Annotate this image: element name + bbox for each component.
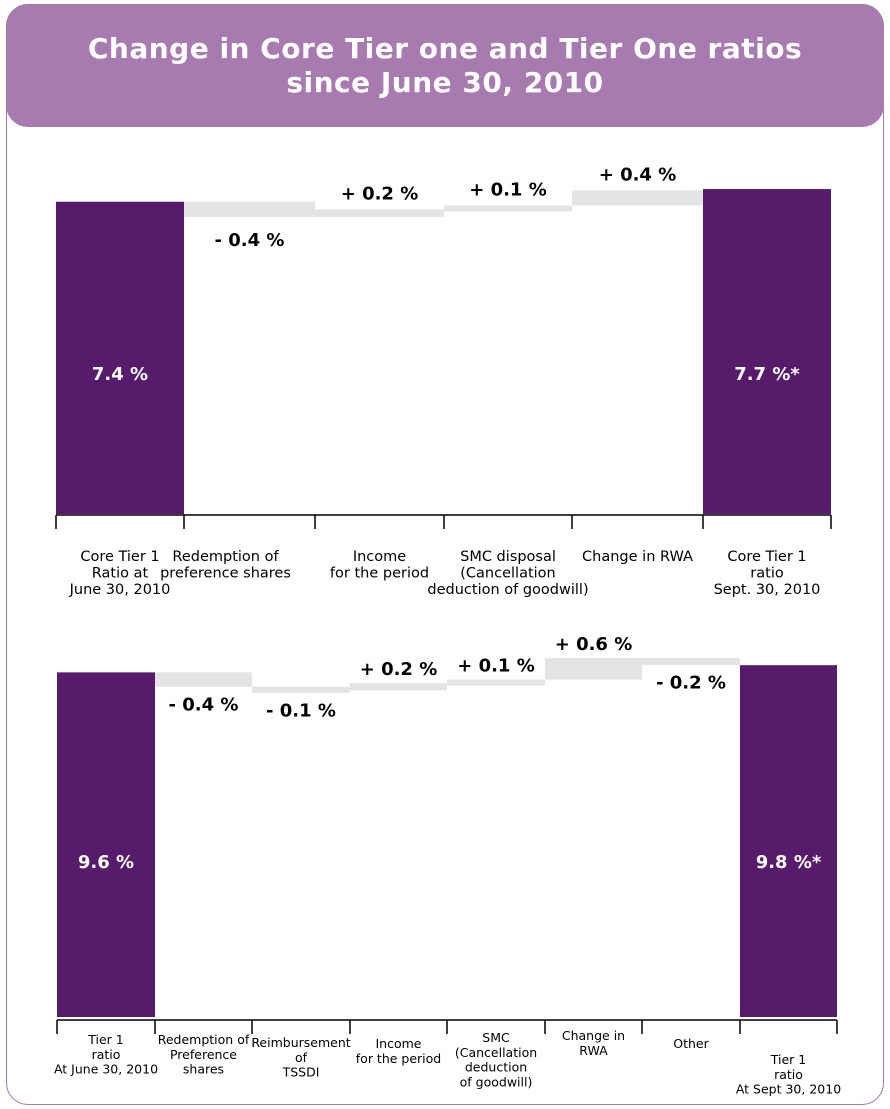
category-label-0-2: Income for the period: [330, 549, 429, 582]
delta-bar-0-1: [184, 201, 315, 217]
total-bar-label-0-5: 7.7 %*: [734, 364, 800, 385]
total-bar-1-0: [57, 672, 155, 1017]
delta-bar-1-1: [155, 672, 252, 687]
delta-value-label-1-6: - 0.2 %: [656, 673, 726, 694]
chart-title: Change in Core Tier one and Tier One rat…: [87, 31, 803, 99]
category-label-1-7: Tier 1 ratio At Sept 30, 2010: [736, 1052, 841, 1097]
total-bar-0-5: [703, 189, 831, 514]
delta-value-label-1-4: + 0.1 %: [457, 656, 535, 677]
delta-bar-0-2: [315, 209, 444, 217]
category-label-0-3: SMC disposal (Cancellation deduction of go…: [427, 549, 588, 598]
delta-value-label-0-1: - 0.4 %: [215, 230, 285, 251]
title-banner: Change in Core Tier one and Tier One rat…: [6, 4, 884, 127]
category-label-0-0: Core Tier 1 Ratio at June 30, 2010: [69, 549, 171, 598]
category-label-1-5: Change in RWA: [562, 1028, 625, 1058]
category-label-1-4: SMC (Cancellation deduction of goodwill): [455, 1030, 537, 1089]
category-label-0-5: Core Tier 1 ratio Sept. 30, 2010: [714, 549, 821, 598]
category-label-1-2: Reimbursement of TSSDI: [251, 1035, 350, 1080]
delta-bar-0-4: [572, 190, 703, 206]
total-bar-label-0-0: 7.4 %: [92, 364, 148, 385]
delta-value-label-0-2: + 0.2 %: [341, 183, 419, 204]
delta-value-label-1-3: + 0.2 %: [360, 659, 438, 680]
delta-value-label-0-3: + 0.1 %: [469, 180, 547, 201]
delta-bar-0-3: [444, 205, 572, 212]
category-label-1-0: Tier 1 ratio At June 30, 2010: [54, 1032, 158, 1077]
total-bar-label-1-0: 9.6 %: [78, 852, 134, 873]
delta-value-label-1-5: + 0.6 %: [555, 634, 633, 655]
category-label-0-1: Redemption of preference shares: [160, 549, 291, 582]
delta-bar-1-6: [642, 657, 740, 666]
delta-bar-1-3: [350, 683, 447, 691]
delta-bar-1-4: [447, 679, 545, 686]
total-bar-0-0: [56, 201, 184, 514]
category-label-1-6: Other: [673, 1036, 709, 1051]
delta-bar-1-2: [252, 686, 350, 693]
category-label-0-4: Change in RWA: [582, 549, 693, 565]
category-label-1-1: Redemption of Preference shares: [158, 1032, 250, 1077]
delta-value-label-1-1: - 0.4 %: [169, 694, 239, 715]
delta-value-label-0-4: + 0.4 %: [599, 164, 677, 185]
total-bar-label-1-7: 9.8 %*: [756, 852, 822, 873]
category-label-1-3: Income for the period: [356, 1036, 441, 1066]
total-bar-1-7: [740, 665, 837, 1017]
delta-value-label-1-2: - 0.1 %: [266, 700, 336, 721]
delta-bar-1-5: [545, 657, 642, 680]
